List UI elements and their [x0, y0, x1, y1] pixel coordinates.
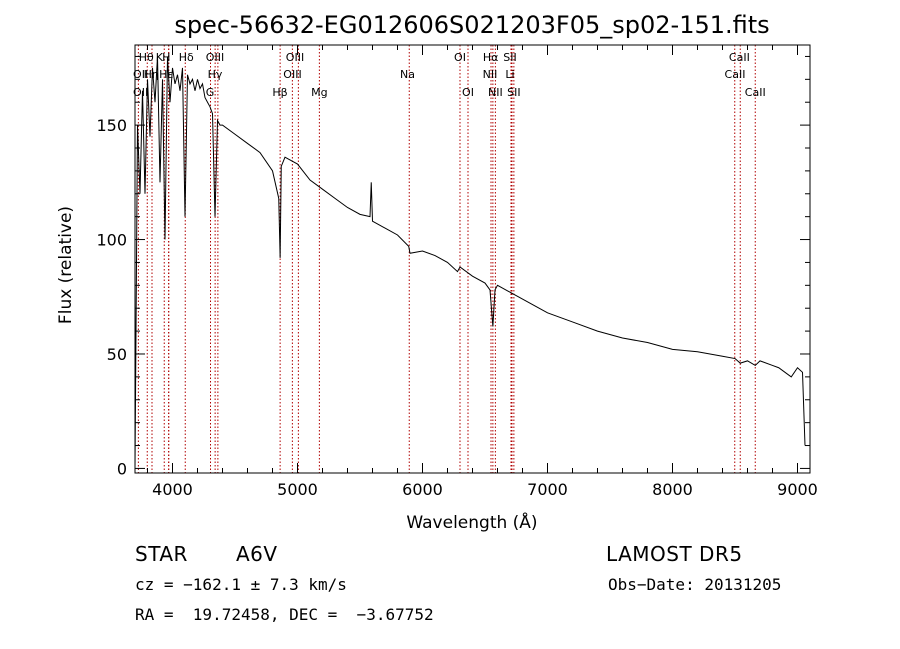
line-label: Hβ [272, 86, 287, 99]
object-subclass: A6V [236, 542, 278, 566]
object-class: STAR [135, 542, 188, 566]
x-tick-label: 7000 [527, 480, 568, 499]
line-label: OII [133, 86, 148, 99]
line-label: G [206, 86, 215, 99]
y-tick-label: 150 [96, 116, 127, 135]
line-label: Na [400, 68, 415, 81]
survey-name: LAMOST DR5 [606, 542, 743, 566]
line-label: OII [133, 68, 148, 81]
y-tick-label: 0 [117, 459, 127, 478]
line-label: SII [507, 86, 520, 99]
line-label: CaII [745, 86, 766, 99]
line-label: Hα [483, 51, 499, 64]
y-tick-label: 50 [107, 345, 127, 364]
line-label: H [162, 51, 170, 64]
y-tick-label: 100 [96, 231, 127, 250]
x-tick-label: 8000 [652, 480, 693, 499]
line-label: K [156, 51, 164, 64]
x-tick-label: 6000 [402, 480, 443, 499]
line-label: Mg [311, 86, 327, 99]
spectrum-series-line [134, 56, 806, 469]
line-label: Hγ [208, 68, 223, 81]
line-label: Hη [144, 68, 159, 81]
chart-title: spec-56632-EG012606S021203F05_sp02-151.f… [174, 11, 769, 39]
line-label: Li [505, 68, 514, 81]
line-label: SII [503, 51, 516, 64]
ra-dec: RA = 19.72458, DEC = −3.67752 [135, 605, 434, 624]
line-label: OI [462, 86, 474, 99]
x-tick-label: 4000 [152, 480, 193, 499]
line-label: Hδ [179, 51, 194, 64]
observation-date: Obs−Date: 20131205 [608, 575, 782, 594]
line-label: CaII [729, 51, 750, 64]
x-tick-label: 9000 [777, 480, 818, 499]
x-tick-label: 5000 [277, 480, 318, 499]
line-label: CaII [725, 68, 746, 81]
y-axis-ticks: 0 50 100 150 [96, 55, 810, 478]
line-label: NII [483, 68, 498, 81]
line-label: Hε [159, 68, 173, 81]
line-label: NII [488, 86, 503, 99]
line-markers-group [137, 45, 756, 473]
line-label: OIII [206, 51, 224, 64]
line-label: OIII [286, 51, 304, 64]
line-label: Hθ [139, 51, 154, 64]
redshift-cz: cz = −162.1 ± 7.3 km/s [135, 575, 347, 594]
line-label: OI [454, 51, 466, 64]
x-axis-ticks: 4000 5000 6000 7000 8000 9000 [147, 45, 818, 499]
x-axis-label: Wavelength (Å) [406, 511, 537, 533]
line-label: OIII [283, 68, 301, 81]
y-axis-label: Flux (relative) [56, 206, 76, 324]
